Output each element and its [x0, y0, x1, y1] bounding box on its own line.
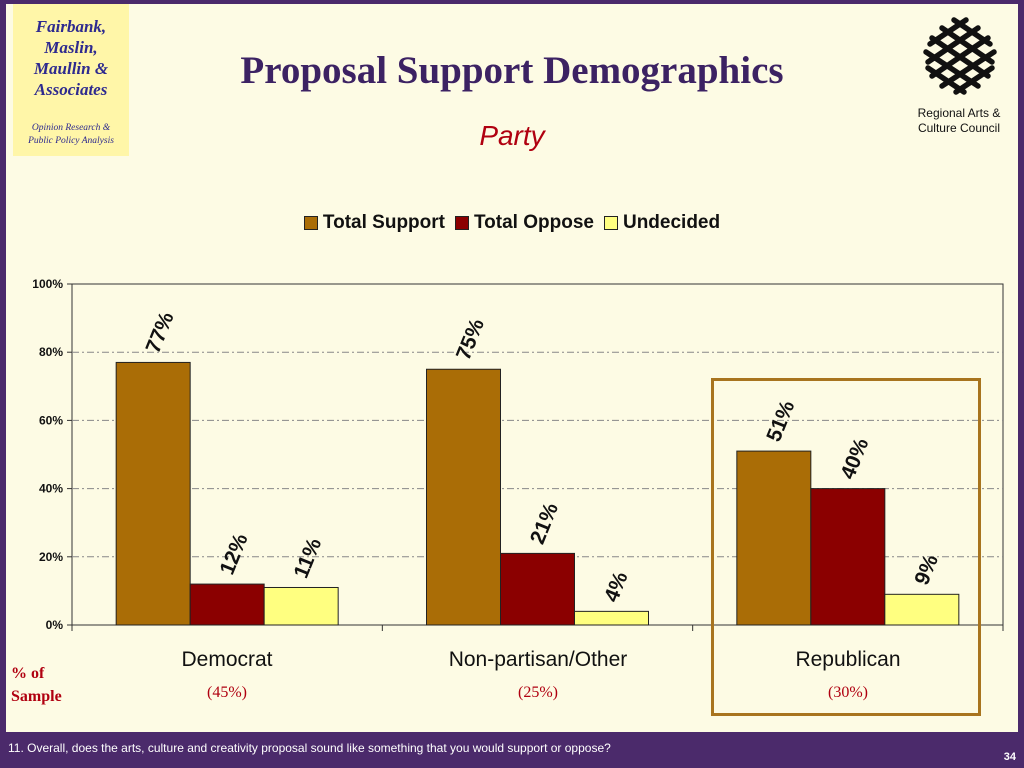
legend-item-undecided: Undecided: [603, 212, 721, 234]
page-subtitle: Party: [479, 120, 545, 151]
y-tick-label: 80%: [39, 345, 63, 359]
y-tick-label: 20%: [39, 550, 63, 564]
footnote: 11. Overall, does the arts, culture and …: [8, 741, 611, 755]
client-name: Regional Arts & Culture Council: [917, 106, 1001, 135]
republican-highlight-box: [711, 378, 981, 716]
legend-item-oppose: Total Oppose: [454, 212, 594, 234]
y-tick-label: 0%: [46, 618, 64, 632]
page-number: 34: [1003, 751, 1016, 763]
legend-item-support: Total Support: [303, 212, 445, 234]
bar-undecided: [884, 593, 960, 626]
firm-tagline: Opinion Research & Public Policy Analysi…: [28, 123, 114, 146]
page-title: Proposal Support Demographics: [240, 49, 784, 92]
firm-logo-box: Fairbank, Maslin, Maullin & Associates O…: [13, 4, 129, 156]
sample-share-nonpartisan: (25%): [518, 684, 558, 701]
bar-undecided: [574, 610, 649, 626]
firm-name: Fairbank, Maslin, Maullin & Associates: [33, 17, 109, 99]
sample-share-republican: (30%): [828, 684, 868, 701]
woven-grid-logo-icon: [923, 17, 997, 95]
bar-total-support: [426, 368, 501, 626]
category-label-republican: Republican: [795, 648, 901, 671]
bar-total-oppose: [500, 552, 575, 626]
y-tick-label: 40%: [39, 482, 63, 496]
bar-total-oppose: [189, 583, 265, 626]
bar-undecided: [263, 586, 339, 626]
category-label-democrat: Democrat: [181, 648, 273, 671]
y-tick-label: 100%: [32, 277, 63, 291]
bar-total-support: [736, 450, 812, 626]
legend-label-undecided: Undecided: [622, 212, 721, 233]
bar-total-oppose: [810, 488, 886, 626]
legend-swatch-undecided: [603, 216, 618, 230]
legend-swatch-support: [303, 216, 318, 230]
sample-caption: % of Sample: [11, 665, 62, 705]
legend-label-oppose: Total Oppose: [473, 212, 594, 233]
legend-label-support: Total Support: [322, 212, 445, 233]
legend-swatch-oppose: [454, 216, 469, 230]
bar-total-support: [115, 361, 191, 626]
chart-legend: Total Support Total Oppose Undecided: [0, 212, 1024, 234]
category-label-nonpartisan: Non-partisan/Other: [448, 648, 628, 671]
sample-share-democrat: (45%): [207, 684, 247, 701]
y-tick-label: 60%: [39, 413, 63, 427]
